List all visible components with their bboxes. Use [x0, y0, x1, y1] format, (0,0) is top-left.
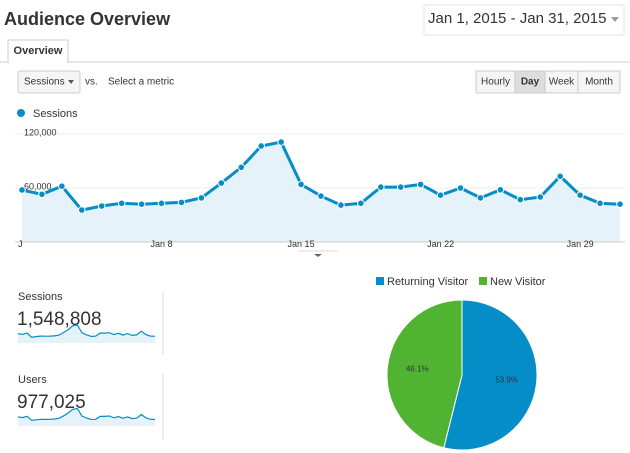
page-title: Audience Overview — [4, 9, 171, 29]
line — [17, 407, 156, 422]
point — [377, 183, 385, 191]
summary-label: Sessions — [18, 291, 63, 303]
granularity-button[interactable] — [577, 70, 621, 94]
point — [337, 201, 345, 209]
point — [576, 191, 584, 199]
x-tick-label: Jan 22 — [427, 239, 454, 249]
point — [137, 200, 146, 208]
date-range[interactable]: Jan 1, 2015 - Jan 31, 2015 — [428, 10, 606, 27]
point — [476, 194, 485, 202]
point — [416, 180, 425, 189]
granularity-label[interactable]: Day — [521, 77, 540, 88]
area — [18, 408, 155, 426]
y-tick-label: 120,000 — [24, 127, 57, 137]
point — [257, 142, 266, 150]
summary-value: 1,548,808 — [17, 309, 102, 330]
area — [22, 142, 620, 242]
point — [317, 192, 325, 200]
point — [157, 199, 166, 208]
legend-label: Sessions — [33, 108, 78, 120]
point — [277, 138, 285, 146]
date-range-box[interactable] — [423, 4, 625, 36]
legend-label: New Visitor — [490, 276, 546, 288]
granularity-label[interactable]: Hourly — [481, 77, 510, 88]
x-tick-label: Jan 29 — [567, 239, 594, 249]
pie-slice — [386, 299, 463, 449]
legend-label: Returning Visitor — [387, 276, 468, 288]
vs-label: vs. — [85, 77, 98, 88]
point — [58, 182, 66, 190]
tab-label[interactable]: Overview — [14, 45, 63, 57]
point — [596, 199, 604, 208]
x-tick-label: J — [18, 239, 23, 249]
point — [237, 163, 246, 172]
point — [217, 179, 226, 187]
handle-arrow — [314, 254, 322, 257]
point — [78, 206, 86, 214]
point — [396, 183, 405, 191]
select-metric[interactable]: Select a metric — [108, 77, 174, 88]
point — [516, 195, 525, 204]
legend-swatch — [479, 277, 487, 285]
point — [357, 199, 365, 208]
granularity-label[interactable]: Week — [549, 77, 575, 88]
point — [297, 180, 305, 189]
legend-swatch — [376, 277, 384, 285]
date-arrow — [611, 17, 619, 22]
metric-dropdown[interactable] — [17, 70, 81, 94]
point — [456, 184, 465, 192]
line — [17, 324, 156, 338]
point — [177, 198, 186, 207]
summary-value: 977,025 — [17, 392, 86, 413]
point — [536, 193, 545, 201]
y-tick-label: 60,000 — [24, 181, 52, 191]
legend-dot — [17, 109, 25, 117]
area — [18, 325, 155, 343]
x-tick-label: Jan 8 — [151, 239, 173, 249]
point — [38, 190, 46, 199]
point — [97, 202, 106, 210]
pie-label: 46.1% — [406, 365, 429, 374]
point — [436, 191, 445, 199]
dropdown-arrow — [68, 80, 74, 84]
x-tick-label: Jan 15 — [288, 239, 315, 249]
point — [556, 172, 565, 181]
point — [18, 186, 26, 194]
point — [197, 194, 206, 202]
pie-label: 53.9% — [495, 376, 518, 385]
point — [117, 199, 126, 208]
summary-label: Users — [18, 374, 47, 386]
point — [496, 186, 505, 194]
point — [616, 200, 624, 208]
granularity-label[interactable]: Month — [585, 77, 613, 88]
pie-slice — [443, 299, 538, 451]
metric-label[interactable]: Sessions — [24, 77, 65, 88]
